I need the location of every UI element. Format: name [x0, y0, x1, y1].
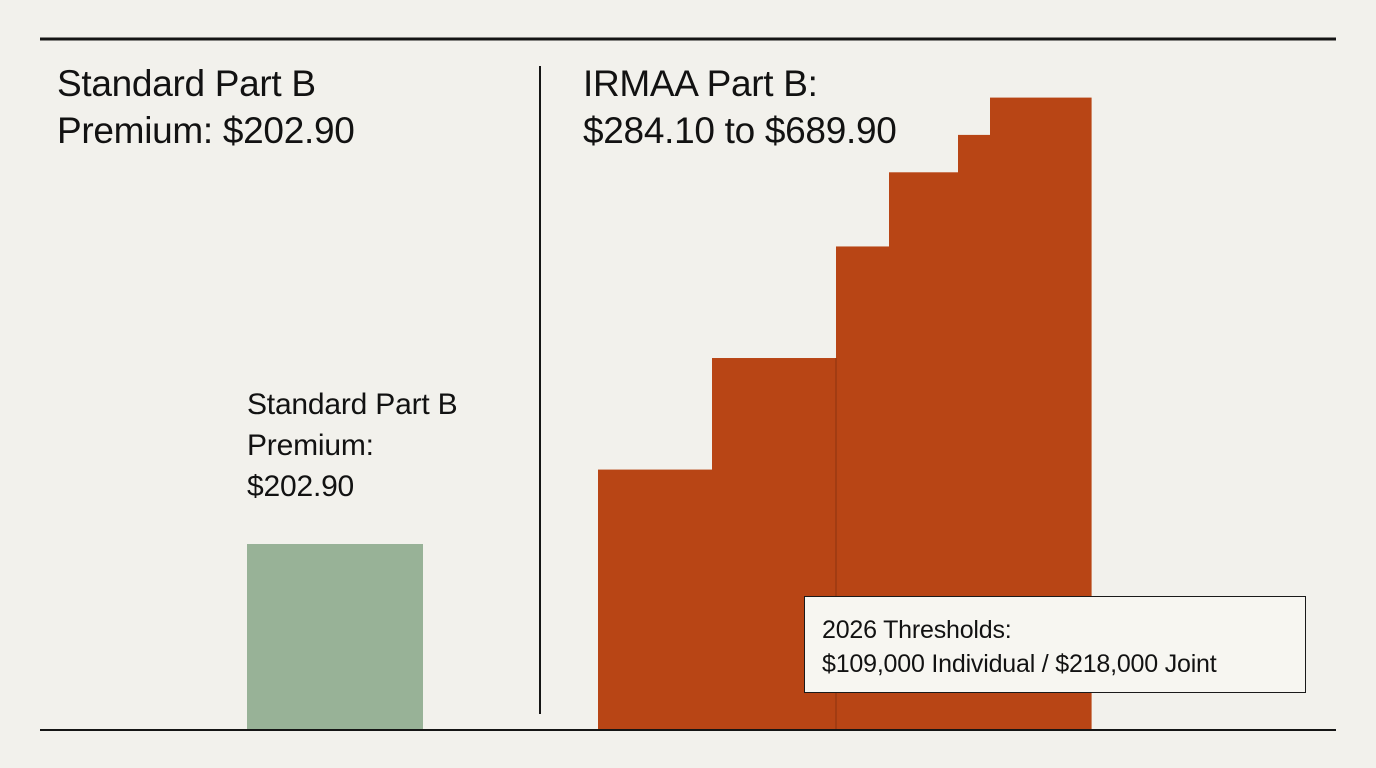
standard-bar-label: Standard Part B Premium: $202.90	[247, 384, 458, 507]
irmaa-tier-bar-1	[598, 469, 713, 730]
standard-bar-group	[247, 544, 423, 730]
irmaa-heading-line2: $284.10 to $689.90	[583, 110, 897, 151]
irmaa-premium-heading: IRMAA Part B: $284.10 to $689.90	[583, 60, 897, 154]
threshold-title: 2026 Thresholds:	[822, 616, 1012, 644]
standard-premium-heading: Standard Part B Premium: $202.90	[57, 60, 355, 154]
bar-label-line1: Standard Part B	[247, 388, 458, 421]
standard-premium-bar	[247, 544, 423, 730]
threshold-callout: 2026 Thresholds: $109,000 Individual / $…	[804, 596, 1306, 693]
irmaa-heading-line1: IRMAA Part B:	[583, 63, 818, 104]
bar-label-line2: Premium:	[247, 429, 374, 462]
threshold-values: $109,000 Individual / $218,000 Joint	[822, 650, 1217, 678]
standard-heading-line1: Standard Part B	[57, 63, 316, 104]
bar-label-line3: $202.90	[247, 470, 355, 503]
standard-heading-line2: Premium: $202.90	[57, 110, 355, 151]
